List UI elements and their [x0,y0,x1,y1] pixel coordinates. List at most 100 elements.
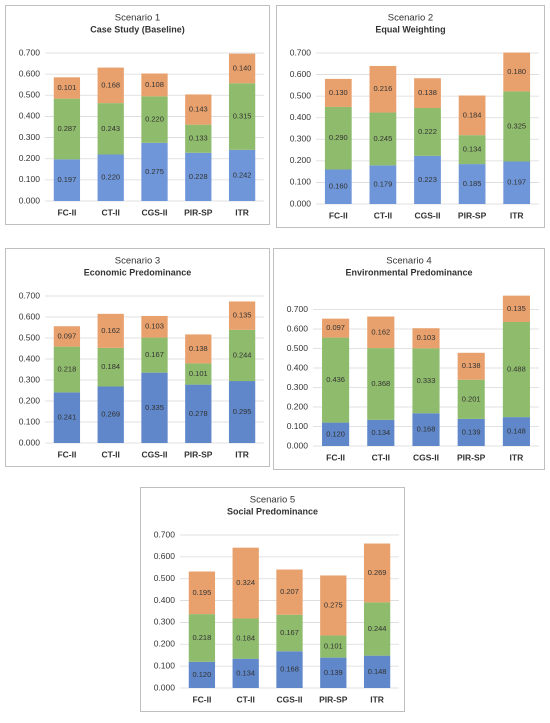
data-label: 0.333 [417,376,436,385]
data-label: 0.218 [193,633,212,642]
bar-segment [502,417,530,446]
chart-subtitle: Environmental Predominance [345,267,472,277]
x-tick-label: CGS-II [142,449,168,459]
y-tick-label: 0.500 [19,332,41,342]
y-tick-label: 0.400 [287,362,309,372]
data-label: 0.135 [507,304,526,313]
bar-segment [188,614,216,662]
y-tick-label: 0.400 [19,111,41,121]
y-tick-label: 0.000 [287,440,309,450]
bar-segment [363,543,391,603]
data-label: 0.243 [101,124,120,133]
data-label: 0.220 [145,115,164,124]
x-tick-label: CT-II [101,449,119,459]
bar-segment [412,328,440,349]
y-tick-label: 0.400 [290,112,312,122]
data-label: 0.120 [193,670,212,679]
chart-title: Scenario 2 [388,13,433,24]
bar-segment [232,618,259,659]
data-label: 0.162 [101,326,120,335]
bar-segment [367,316,395,349]
x-tick-label: ITR [510,452,524,462]
data-label: 0.134 [371,428,390,437]
data-label: 0.133 [189,134,208,143]
data-label: 0.134 [463,145,482,154]
y-tick-label: 0.700 [154,529,176,539]
data-label: 0.275 [145,167,164,176]
data-label: 0.197 [507,178,526,187]
panel-border [5,5,270,225]
y-tick-label: 0.600 [19,311,41,321]
y-tick-label: 0.300 [290,134,312,144]
data-label: 0.295 [233,407,252,416]
bar-segment [141,96,168,143]
y-tick-label: 0.400 [154,595,176,605]
x-tick-label: ITR [510,210,524,220]
data-label: 0.184 [101,362,120,371]
chart-subtitle: Economic Predominance [84,267,192,277]
data-label: 0.168 [101,80,120,89]
x-tick-label: PIR-SP [319,694,348,704]
data-label: 0.162 [371,327,390,336]
x-tick-label: ITR [235,449,249,459]
data-label: 0.184 [463,110,482,119]
data-label: 0.269 [368,568,387,577]
bar-segment [367,348,395,420]
data-label: 0.138 [462,361,481,370]
data-label: 0.244 [368,624,387,633]
chart-title: Scenario 3 [115,256,160,267]
data-label: 0.275 [324,600,343,609]
y-tick-label: 0.100 [290,177,312,187]
data-label: 0.108 [145,80,164,89]
x-tick-label: FC-II [329,210,348,220]
data-label: 0.130 [329,88,348,97]
bar-segment [185,334,212,364]
bar-segment [457,352,485,380]
bar-segment [188,571,216,615]
data-label: 0.101 [324,642,343,651]
y-tick-label: 0.300 [19,132,41,142]
bar-segment [97,103,124,155]
bar-segment [458,135,486,165]
chart-title: Scenario 1 [115,13,160,24]
x-tick-label: CGS-II [413,452,439,462]
data-label: 0.168 [417,425,436,434]
data-label: 0.245 [374,134,393,143]
bar-segment [53,326,81,347]
y-tick-label: 0.100 [287,421,309,431]
data-label: 0.324 [236,578,255,587]
data-label: 0.325 [507,121,526,130]
y-tick-label: 0.600 [154,551,176,561]
chart-title: Scenario 5 [250,495,295,506]
data-label: 0.290 [329,133,348,142]
y-tick-label: 0.200 [290,155,312,165]
data-label: 0.160 [329,182,348,191]
y-tick-label: 0.200 [19,395,41,405]
bar-segment [53,77,81,99]
data-label: 0.143 [189,105,208,114]
x-tick-label: FC-II [57,449,76,459]
bar-segment [141,337,168,373]
x-tick-label: FC-II [57,207,76,217]
data-label: 0.228 [189,172,208,181]
bar-segment [141,73,168,97]
x-tick-label: CT-II [374,210,392,220]
bar-segment [369,65,397,113]
bar-segment [412,348,440,414]
x-tick-label: CGS-II [415,210,441,220]
bar-segment [97,386,124,443]
bar-segment [363,602,391,656]
bar-segment [324,78,352,107]
y-tick-label: 0.100 [19,174,41,184]
bar-segment [276,614,303,652]
bar-segment [414,108,441,156]
x-tick-label: PIR-SP [458,210,487,220]
y-tick-label: 0.000 [290,198,312,208]
bar-segment [457,379,485,419]
